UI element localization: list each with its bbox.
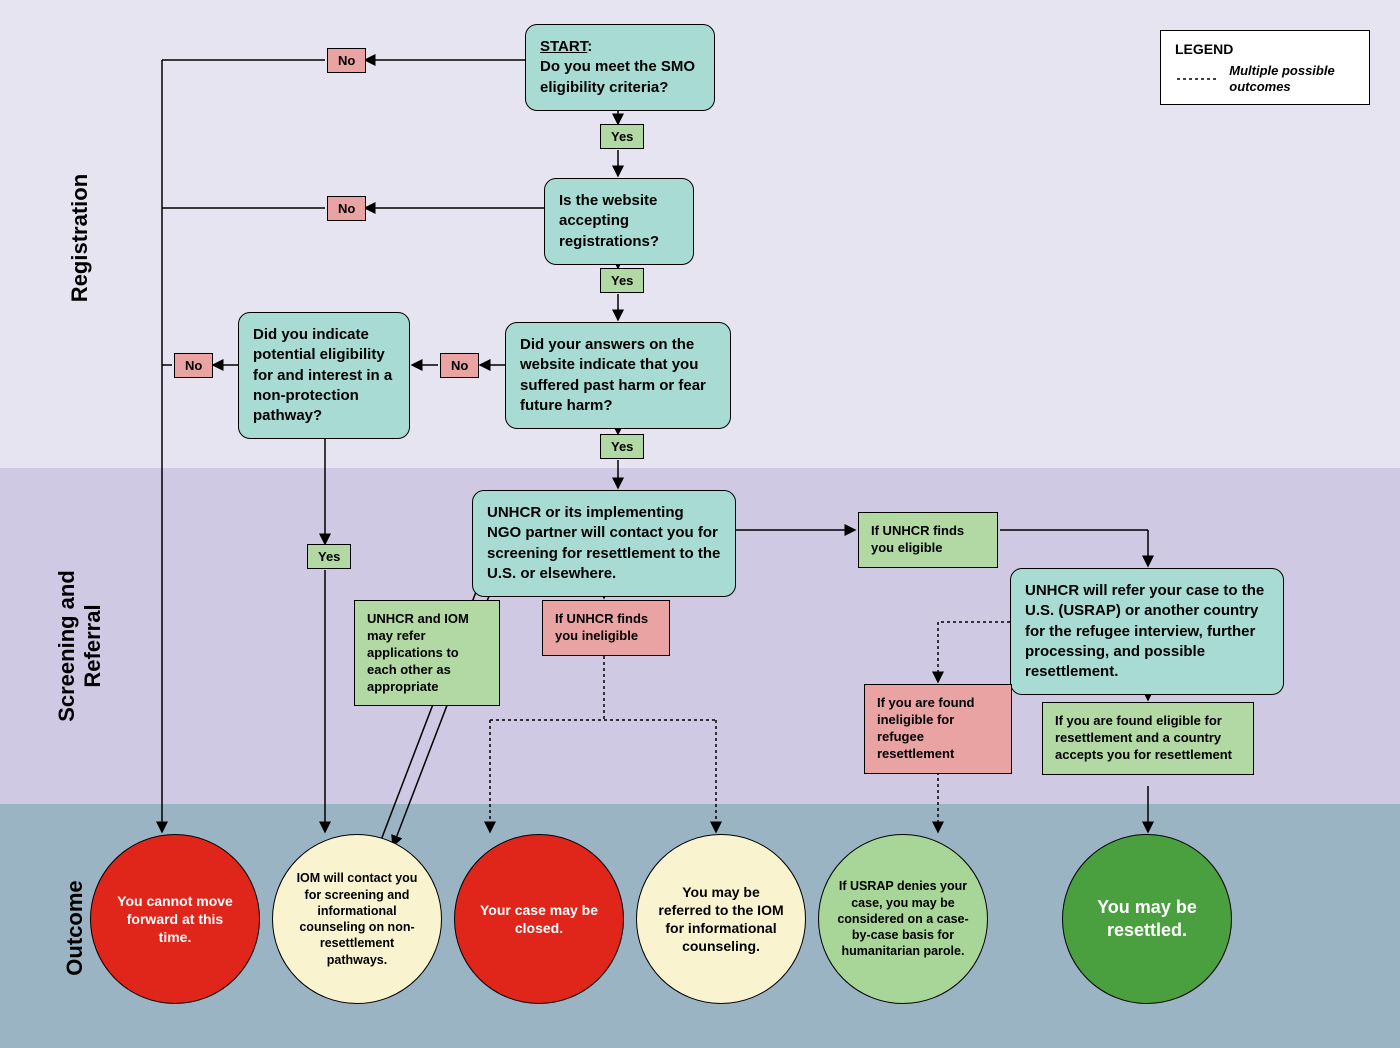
- note-ineligible: If UNHCR finds you ineligible: [542, 600, 670, 656]
- legend-title: LEGEND: [1175, 41, 1355, 57]
- tag-yes-3: Yes: [600, 434, 644, 459]
- tag-no-3: No: [440, 353, 479, 378]
- note-cross-refer: UNHCR and IOM may refer applications to …: [354, 600, 500, 706]
- node-nonprot: Did you indicate potential eligibility f…: [238, 312, 410, 439]
- legend-arrow-icon: [1175, 72, 1219, 86]
- legend-note: Multiple possible outcomes: [1229, 63, 1355, 94]
- tag-yes-1: Yes: [600, 124, 644, 149]
- tag-yes-4: Yes: [307, 544, 351, 569]
- outcome-case-closed: Your case may be closed.: [454, 834, 624, 1004]
- legend-box: LEGEND Multiple possible outcomes: [1160, 30, 1370, 105]
- band-label-registration: Registration: [67, 138, 93, 338]
- tag-no-2: No: [327, 196, 366, 221]
- tag-no-4: No: [174, 353, 213, 378]
- node-screen: UNHCR or its implementing NGO partner wi…: [472, 490, 736, 597]
- node-harm: Did your answers on the website indicate…: [505, 322, 731, 429]
- outcome-resettled: You may be resettled.: [1062, 834, 1232, 1004]
- band-label-screening: Screening and Referral: [54, 521, 106, 771]
- note-eligible: If UNHCR finds you eligible: [858, 512, 998, 568]
- tag-yes-2: Yes: [600, 268, 644, 293]
- node-refer: UNHCR will refer your case to the U.S. (…: [1010, 568, 1284, 695]
- outcome-iom-counseling: IOM will contact you for screening and i…: [272, 834, 442, 1004]
- outcome-cannot-move: You cannot move forward at this time.: [90, 834, 260, 1004]
- node-website: Is the website accepting registrations?: [544, 178, 694, 265]
- outcome-iom-referral: You may be referred to the IOM for infor…: [636, 834, 806, 1004]
- note-found-elig: If you are found eligible for resettleme…: [1042, 702, 1254, 775]
- node-start-prefix: START: [540, 38, 587, 55]
- outcome-humanitarian-parole: If USRAP denies your case, you may be co…: [818, 834, 988, 1004]
- tag-no-1: No: [327, 48, 366, 73]
- note-found-inelig: If you are found ineligible for refugee …: [864, 684, 1012, 774]
- band-label-outcome: Outcome: [62, 848, 88, 1008]
- node-start: START: Do you meet the SMO eligibility c…: [525, 24, 715, 111]
